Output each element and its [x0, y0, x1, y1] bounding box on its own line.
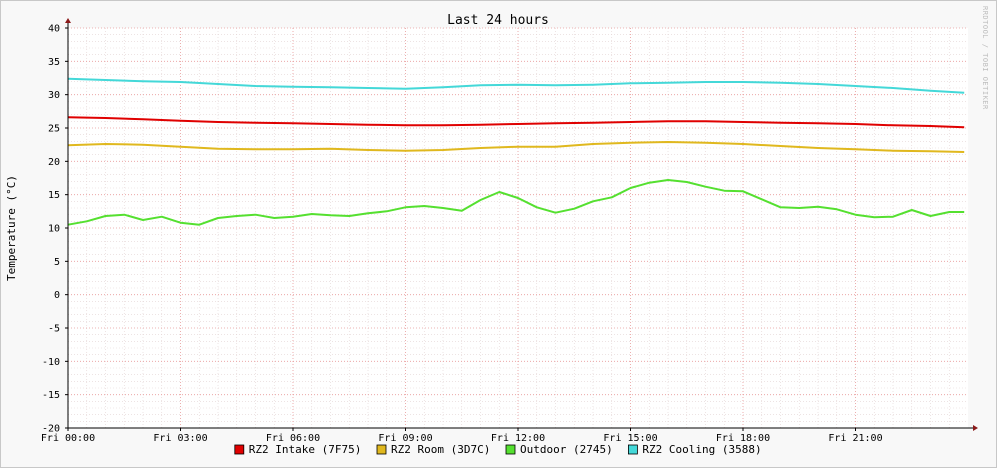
x-tick-label: Fri 03:00	[153, 433, 207, 444]
y-tick-label: 25	[48, 124, 60, 135]
y-tick-label: 5	[54, 257, 60, 268]
legend: RZ2 Intake (7F75) RZ2 Room (3D7C) Outdoor …	[234, 443, 762, 456]
y-axis-label: Temperature (°C)	[5, 175, 18, 281]
legend-label: RZ2 Intake (7F75)	[249, 443, 362, 456]
legend-item-0: RZ2 Intake (7F75)	[234, 443, 362, 456]
x-tick-labels: Fri 00:00 Fri 03:00 Fri 06:00 Fri 09:00 Fri …	[41, 433, 883, 444]
legend-item-1: RZ2 Room (3D7C)	[376, 443, 490, 456]
x-tick-label: Fri 15:00	[603, 433, 657, 444]
y-tick-label: -10	[42, 357, 60, 368]
legend-label: Outdoor (2745)	[520, 443, 613, 456]
y-tick-label: 20	[48, 157, 60, 168]
legend-label: RZ2 Room (3D7C)	[391, 443, 490, 456]
y-tick-label: 40	[48, 24, 60, 35]
y-tick-label: -5	[48, 324, 60, 335]
legend-swatch	[376, 444, 387, 455]
x-tick-label: Fri 18:00	[716, 433, 770, 444]
y-axis-arrow	[65, 18, 71, 23]
series-layer	[67, 77, 965, 226]
y-tick-label: -15	[42, 390, 60, 401]
y-tick-label: 10	[48, 224, 60, 235]
axes	[65, 18, 978, 431]
y-tick-label: 30	[48, 90, 60, 101]
legend-item-2: Outdoor (2745)	[505, 443, 613, 456]
watermark: RRDTOOL / TOBI OETIKER	[981, 6, 989, 110]
legend-swatch	[505, 444, 516, 455]
legend-swatch	[628, 444, 638, 455]
series-line-2	[67, 179, 965, 226]
series-line-0	[67, 116, 965, 129]
series-line-3	[67, 77, 965, 94]
y-tick-label: -20	[42, 424, 60, 435]
legend-swatch	[234, 444, 245, 455]
legend-label: RZ2 Cooling (3588)	[642, 443, 761, 456]
x-tick-label: Fri 09:00	[378, 433, 432, 444]
x-tick-label: Fri 00:00	[41, 433, 95, 444]
y-tick-label: 35	[48, 57, 60, 68]
x-axis-arrow	[973, 425, 978, 431]
chart-title: Last 24 hours	[447, 13, 549, 28]
y-tick-label: 15	[48, 190, 60, 201]
series-line-1	[67, 141, 965, 153]
x-tick-label: Fri 21:00	[828, 433, 882, 444]
y-tick-labels: 40 35 30 25 20 15 10 5 0 -5 -10 -15 -20	[42, 24, 60, 435]
x-tick-label: Fri 12:00	[491, 433, 545, 444]
x-tick-label: Fri 06:00	[266, 433, 320, 444]
y-tick-label: 0	[54, 290, 60, 301]
legend-item-3: RZ2 Cooling (3588)	[628, 443, 762, 456]
